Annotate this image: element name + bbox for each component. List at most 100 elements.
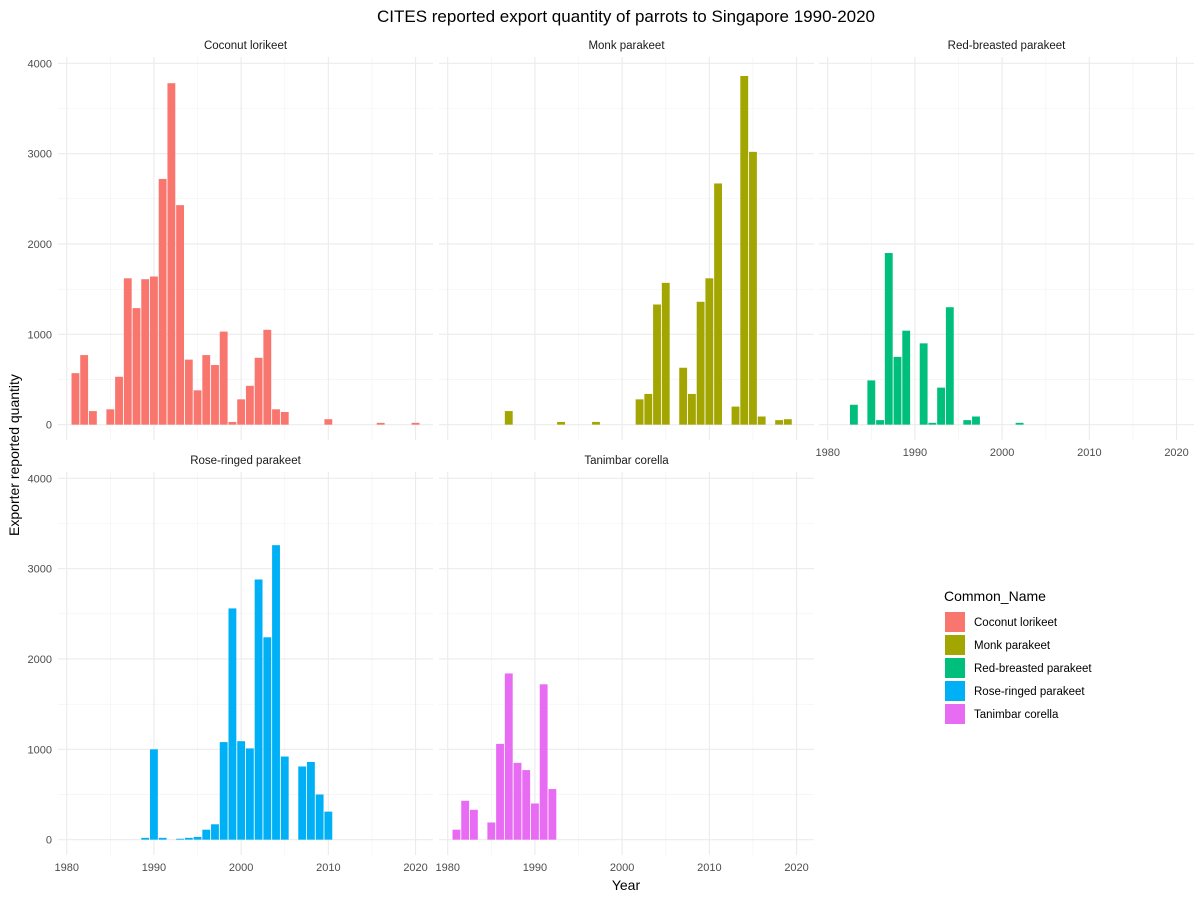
bar-monk-parakeet-2008: [687, 393, 696, 425]
y-tick-label: 1000: [28, 744, 52, 756]
y-tick-label: 4000: [28, 58, 52, 70]
bar-red-breasted-parakeet-2002: [1015, 422, 1024, 425]
bar-rose-ringed-parakeet-1993: [176, 838, 185, 840]
x-tick-label: 2020: [403, 862, 427, 874]
bar-monk-parakeet-1993: [557, 421, 566, 425]
bar-red-breasted-parakeet-1996: [963, 420, 972, 425]
bar-rose-ringed-parakeet-2010: [324, 811, 333, 840]
bar-tanimbar-corella-1990: [531, 803, 539, 840]
bar-rose-ringed-parakeet-2007: [298, 766, 307, 840]
y-tick-label: 0: [46, 420, 52, 432]
x-tick-label: 2020: [784, 862, 808, 874]
bar-coconut-lorikeet-1992: [167, 83, 176, 425]
bar-rose-ringed-parakeet-2004: [272, 545, 280, 840]
bar-coconut-lorikeet-2003: [263, 329, 272, 425]
bar-coconut-lorikeet-1999: [228, 421, 237, 425]
facet-title: Red-breasted parakeet: [948, 40, 1066, 52]
bar-monk-parakeet-2018: [775, 420, 784, 425]
facet-title: Coconut lorikeet: [204, 40, 288, 52]
facet-title: Tanimbar corella: [584, 455, 669, 467]
legend-label-red-breasted-parakeet: Red-breasted parakeet: [974, 663, 1092, 675]
facet-panel-monk-parakeet: Monk parakeet: [439, 40, 814, 440]
bar-coconut-lorikeet-2005: [280, 412, 289, 425]
bar-rose-ringed-parakeet-2000: [237, 741, 246, 840]
bar-coconut-lorikeet-1993: [176, 205, 185, 425]
legend-label-monk-parakeet: Monk parakeet: [974, 640, 1051, 652]
x-tick-label: 1980: [435, 862, 459, 874]
bar-rose-ringed-parakeet-1995: [193, 836, 202, 840]
y-tick-label: 2000: [28, 239, 52, 251]
bar-tanimbar-corella-1981: [452, 829, 461, 840]
x-tick-label: 2000: [610, 862, 634, 874]
bar-red-breasted-parakeet-1994: [945, 307, 954, 425]
bar-rose-ringed-parakeet-2008: [306, 761, 315, 840]
bar-rose-ringed-parakeet-1994: [184, 837, 193, 840]
bar-tanimbar-corella-1992: [548, 789, 557, 840]
bar-coconut-lorikeet-1982: [80, 355, 89, 425]
legend-swatch-monk-parakeet: [945, 635, 965, 655]
bar-coconut-lorikeet-1997: [211, 365, 219, 425]
bar-coconut-lorikeet-1990: [150, 276, 158, 425]
x-axis-label: Year: [612, 877, 641, 893]
bar-red-breasted-parakeet-1991: [919, 343, 928, 425]
bar-monk-parakeet-2016: [757, 416, 766, 425]
bar-rose-ringed-parakeet-1991: [158, 837, 167, 840]
bar-coconut-lorikeet-1991: [158, 178, 167, 425]
legend-swatch-red-breasted-parakeet: [945, 658, 965, 678]
legend-label-coconut-lorikeet: Coconut lorikeet: [974, 617, 1058, 629]
y-tick-label: 3000: [28, 149, 52, 161]
bar-coconut-lorikeet-2002: [254, 357, 263, 425]
bar-tanimbar-corella-1989: [522, 770, 531, 840]
bar-coconut-lorikeet-2010: [324, 419, 333, 425]
x-tick-label: 1980: [54, 862, 78, 874]
x-tick-label: 2000: [229, 862, 253, 874]
bar-tanimbar-corella-1983: [469, 809, 478, 840]
bar-red-breasted-parakeet-1985: [867, 380, 876, 425]
x-tick-label: 2010: [1077, 447, 1101, 459]
bar-monk-parakeet-2004: [653, 304, 661, 425]
bar-rose-ringed-parakeet-1989: [141, 837, 150, 840]
bar-tanimbar-corella-1987: [504, 673, 513, 840]
bar-monk-parakeet-2009: [696, 301, 705, 425]
bar-rose-ringed-parakeet-2001: [245, 748, 254, 840]
bar-coconut-lorikeet-1983: [88, 411, 97, 425]
bar-coconut-lorikeet-1981: [71, 373, 80, 425]
bar-red-breasted-parakeet-1986: [876, 420, 884, 425]
x-tick-label: 1990: [523, 862, 547, 874]
legend: Common_Name Coconut lorikeet Monk parakee…: [944, 588, 1092, 724]
x-tick-label: 1980: [815, 447, 839, 459]
legend-swatch-coconut-lorikeet: [945, 612, 965, 632]
bar-rose-ringed-parakeet-1997: [211, 824, 219, 840]
bar-monk-parakeet-1987: [504, 411, 513, 425]
bar-coconut-lorikeet-2001: [245, 385, 254, 425]
bar-coconut-lorikeet-2020: [411, 422, 420, 425]
x-tick-label: 2010: [316, 862, 340, 874]
bar-monk-parakeet-2010: [705, 278, 714, 425]
bar-red-breasted-parakeet-1997: [972, 416, 980, 425]
x-tick-label: 1990: [903, 447, 927, 459]
bar-coconut-lorikeet-1985: [106, 409, 115, 425]
y-tick-label: 1000: [28, 329, 52, 341]
legend-swatch-rose-ringed-parakeet: [945, 681, 965, 701]
bar-monk-parakeet-2005: [661, 282, 670, 425]
legend-label-rose-ringed-parakeet: Rose-ringed parakeet: [974, 686, 1085, 698]
bar-red-breasted-parakeet-1993: [937, 387, 946, 425]
bar-coconut-lorikeet-2004: [272, 409, 280, 425]
bar-rose-ringed-parakeet-2009: [315, 794, 324, 840]
x-tick-label: 1990: [142, 862, 166, 874]
bar-coconut-lorikeet-1998: [219, 331, 228, 425]
bar-coconut-lorikeet-1988: [132, 308, 141, 425]
bar-monk-parakeet-2019: [783, 419, 792, 425]
bar-tanimbar-corella-1988: [513, 762, 522, 840]
bar-tanimbar-corella-1986: [496, 743, 504, 840]
bar-coconut-lorikeet-1995: [193, 390, 202, 425]
y-axis-label: Exporter reported quantity: [6, 374, 22, 536]
bar-coconut-lorikeet-1989: [141, 279, 150, 425]
bar-coconut-lorikeet-2000: [237, 399, 246, 425]
bar-tanimbar-corella-1991: [539, 684, 548, 840]
bar-coconut-lorikeet-1986: [115, 376, 123, 425]
bar-monk-parakeet-2013: [731, 406, 740, 425]
bar-monk-parakeet-2003: [644, 393, 653, 425]
legend-label-tanimbar-corella: Tanimbar corella: [974, 709, 1059, 721]
